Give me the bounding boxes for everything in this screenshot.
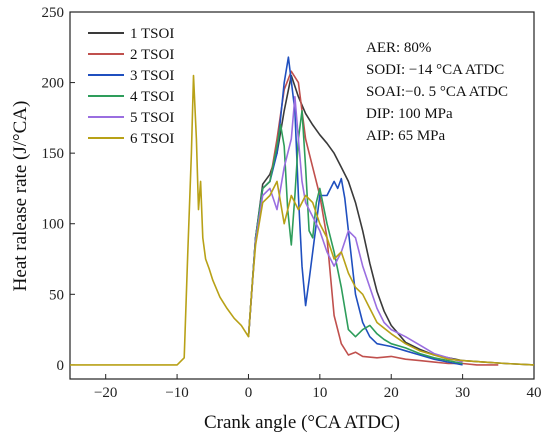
plot-frame	[69, 11, 535, 380]
legend-label-4: 4 TSOI	[130, 89, 174, 105]
legend-label-6: 6 TSOI	[130, 131, 174, 147]
series-lines	[70, 56, 535, 366]
y-tick-label-0: 0	[57, 358, 65, 374]
x-axis-title: Crank angle (°CA ATDC)	[204, 412, 400, 433]
legend: 1 TSOI 2 TSOI 3 TSOI 4 TSOI 5 TSOI 6 TSOI	[88, 26, 174, 147]
y-axis-title: Heat ralease rate (J/°CA)	[10, 101, 31, 292]
y-tick-label-3: 150	[42, 146, 65, 162]
series-line-3	[247, 56, 463, 366]
annotation-4: DIP: 100 MPa	[366, 106, 453, 122]
annotation-1: AER: 80%	[366, 40, 431, 56]
x-tick-label-5: 30	[455, 385, 470, 401]
axis-ticks: −20 −10 0 10 20 30 40 0 50 100 150 200 250	[42, 5, 542, 401]
y-tick-label-1: 50	[49, 287, 64, 303]
series-line-5	[247, 95, 463, 363]
annotation-5: AIP: 65 MPa	[366, 128, 446, 144]
y-tick-label-4: 200	[42, 76, 65, 92]
x-tick-label-4: 20	[384, 385, 399, 401]
legend-label-2: 2 TSOI	[130, 47, 174, 63]
annotation-2: SODI: −14 °CA ATDC	[366, 62, 504, 78]
y-tick-label-2: 100	[42, 217, 65, 233]
y-tick-label-5: 250	[42, 5, 65, 21]
x-tick-label-6: 40	[527, 385, 542, 401]
x-tick-label-0: −20	[94, 385, 117, 401]
x-tick-label-3: 10	[312, 385, 327, 401]
legend-label-1: 1 TSOI	[130, 26, 174, 42]
legend-label-3: 3 TSOI	[130, 68, 174, 84]
annotation-3: SOAI:−0. 5 °CA ATDC	[366, 84, 508, 100]
x-tick-label-2: 0	[245, 385, 253, 401]
series-line-2	[247, 70, 499, 366]
x-tick-label-1: −10	[165, 385, 188, 401]
series-line-4	[247, 110, 463, 365]
annotations: AER: 80% SODI: −14 °CA ATDC SOAI:−0. 5 °CA…	[366, 40, 508, 144]
legend-label-5: 5 TSOI	[130, 110, 174, 126]
series-line-6	[70, 74, 535, 366]
